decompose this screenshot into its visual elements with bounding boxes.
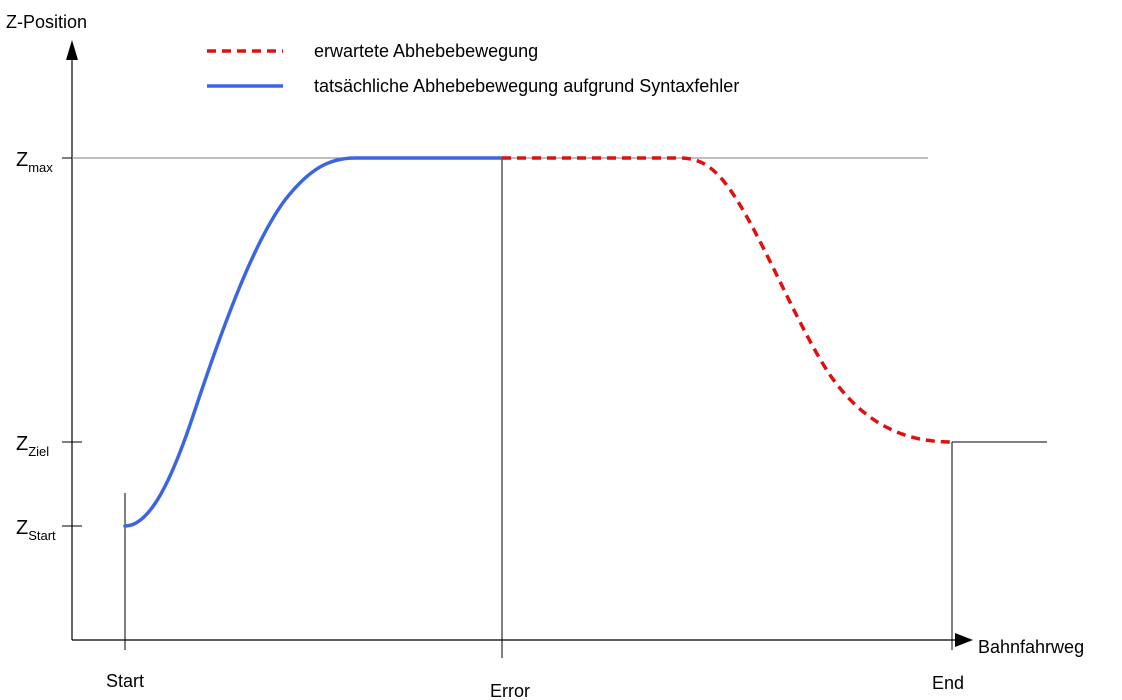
- legend-actual-label: tatsächliche Abhebebewegung aufgrund Syn…: [314, 76, 739, 96]
- actual-motion-curve: [123, 156, 504, 528]
- expected-motion-curve: [502, 156, 953, 444]
- z-ziel-label: ZZiel: [16, 433, 49, 459]
- error-label: Error: [490, 681, 530, 700]
- start-label: Start: [106, 671, 144, 691]
- end-label: End: [932, 673, 964, 693]
- x-axis-label: Bahnfahrweg: [978, 637, 1084, 657]
- legend: erwartete Abhebebewegung tatsächliche Ab…: [207, 41, 739, 96]
- y-axis-arrowhead: [66, 40, 78, 60]
- z-max-label: Zmax: [16, 149, 53, 175]
- z-start-label: ZStart: [16, 517, 56, 543]
- x-axis-arrowhead: [955, 633, 973, 647]
- legend-expected-label: erwartete Abhebebewegung: [314, 41, 538, 61]
- y-axis-label: Z-Position: [6, 12, 87, 32]
